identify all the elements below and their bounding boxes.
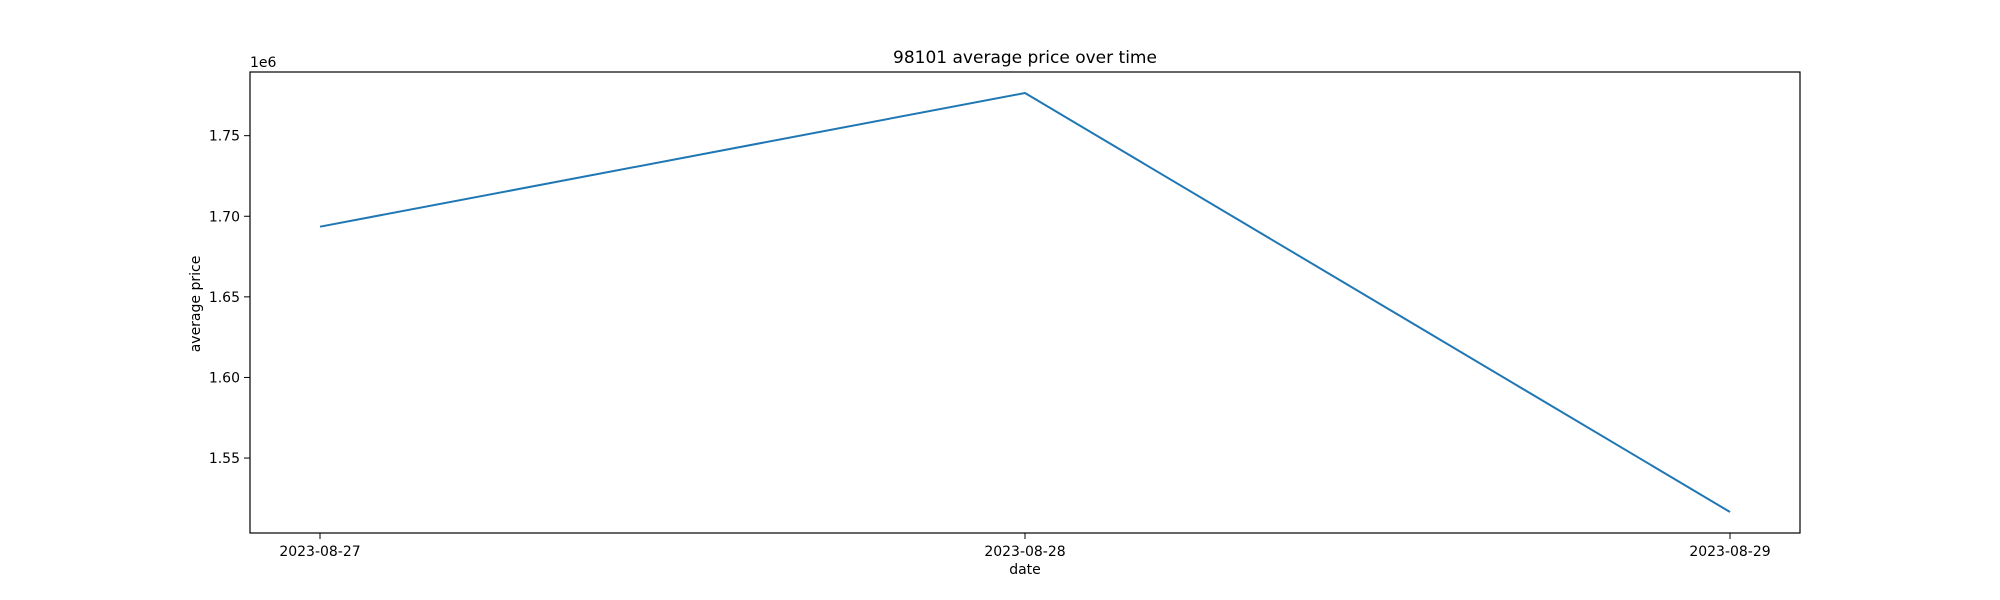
x-tick-label: 2023-08-28 <box>984 544 1065 560</box>
chart-title: 98101 average price over time <box>893 48 1157 68</box>
y-tick-label: 1.75 <box>209 129 240 145</box>
y-offset-label: 1e6 <box>250 55 277 71</box>
y-axis-ticks: 1.55 1.60 1.65 1.70 1.75 <box>209 129 250 467</box>
y-axis-label: average price <box>188 256 204 353</box>
y-tick-label: 1.70 <box>209 209 240 225</box>
y-tick-label: 1.65 <box>209 290 240 306</box>
x-tick-label: 2023-08-27 <box>279 544 360 560</box>
x-tick-label: 2023-08-29 <box>1689 544 1770 560</box>
y-tick-label: 1.60 <box>209 370 240 386</box>
y-tick-label: 1.55 <box>209 451 240 467</box>
x-axis-label: date <box>1009 562 1041 578</box>
series-line <box>319 92 1731 513</box>
plot-frame <box>249 71 1801 534</box>
x-axis-ticks: 2023-08-27 2023-08-28 2023-08-29 <box>279 533 1771 560</box>
